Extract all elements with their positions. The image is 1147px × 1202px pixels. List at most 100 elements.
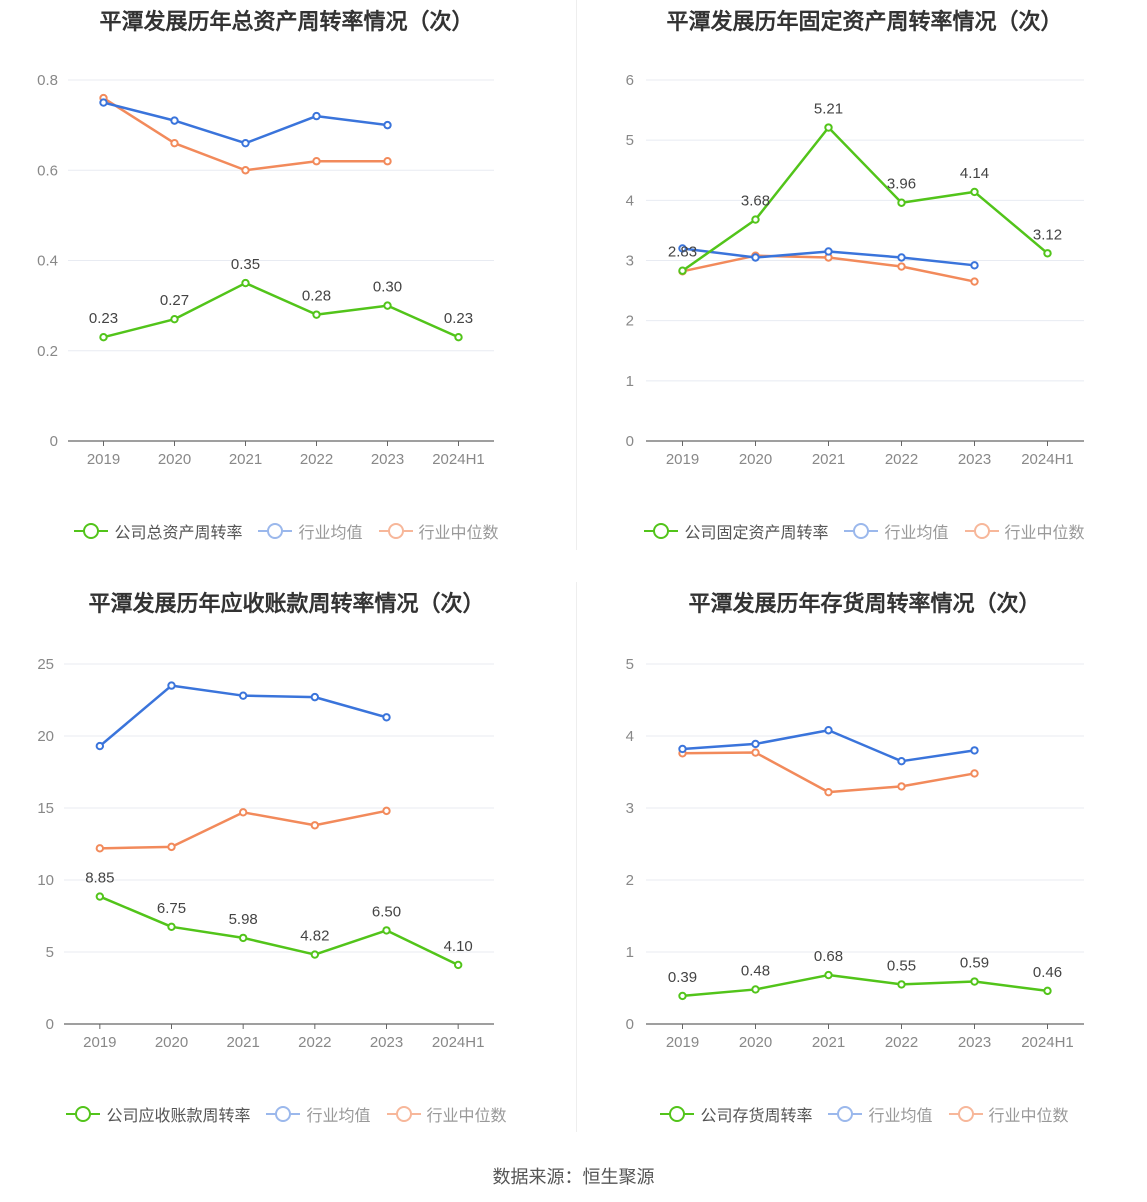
data-point-industry_median (241, 166, 250, 175)
data-label: 3.12 (1033, 226, 1062, 243)
legend-label: 行业中位数 (426, 1108, 507, 1125)
x-tick-label: 2022 (885, 451, 918, 468)
data-point-industry_median (95, 844, 105, 853)
data-label: 3.96 (887, 176, 916, 193)
x-tick-label: 2021 (812, 451, 845, 468)
legend-item-industry-median[interactable]: 行业中位数 (964, 519, 1085, 543)
data-point-industry_avg (383, 120, 392, 130)
legend-item-industry-median[interactable]: 行业中位数 (948, 1102, 1069, 1126)
data-point-company (970, 187, 979, 197)
data-label: 0.23 (444, 310, 473, 327)
data-point-company (970, 977, 979, 986)
y-tick-label: 0.4 (37, 253, 58, 270)
x-tick-label: 2020 (158, 451, 191, 468)
chart-plot: 0 1 2 3 4 5 6 2019 2020 2021 2022 2023 2024H1 2.83 3.6… (626, 72, 1084, 468)
y-tick-label: 0 (626, 1016, 634, 1033)
circle-line-icon (378, 523, 413, 539)
data-point-company (678, 991, 687, 1001)
data-label: 0.46 (1033, 964, 1062, 981)
data-point-company (99, 333, 108, 342)
chart-legend[interactable]: 公司应收账款周转率 行业均值 行业中位数 (0, 1102, 573, 1126)
legend-item-industry-median[interactable]: 行业中位数 (378, 519, 499, 543)
legend-label: 行业均值 (298, 525, 363, 542)
legend-label: 行业中位数 (418, 525, 499, 542)
y-tick-label: 4 (626, 728, 634, 745)
circle-line-icon (66, 1106, 101, 1122)
data-point-industry_avg (167, 681, 176, 690)
data-point-industry_median (170, 138, 179, 148)
legend-item-industry-avg[interactable]: 行业均值 (258, 519, 363, 543)
x-tick-label: 2019 (87, 451, 120, 468)
data-point-industry_avg (241, 138, 250, 148)
x-tick-label: 2021 (226, 1034, 259, 1051)
data-point-company (1043, 986, 1052, 996)
data-point-industry_median (897, 782, 906, 791)
data-point-industry_median (897, 262, 906, 271)
data-point-industry_median (824, 787, 833, 797)
chart-legend[interactable]: 公司固定资产周转率 行业均值 行业中位数 (578, 519, 1147, 543)
data-point-industry_avg (382, 713, 391, 722)
data-label: 6.75 (157, 900, 186, 917)
legend-label: 行业中位数 (988, 1108, 1069, 1125)
y-tick-label: 2 (626, 872, 634, 889)
y-tick-label: 15 (37, 800, 54, 817)
y-tick-label: 0 (626, 433, 634, 450)
data-label: 0.23 (89, 310, 118, 327)
data-point-company (824, 970, 833, 980)
chart-plot: 0 0.2 0.4 0.6 0.8 2019 2020 2021 2022 2023 2024H1 0… (37, 72, 494, 468)
y-tick-label: 1 (626, 373, 634, 390)
data-point-industry_avg (99, 98, 108, 107)
legend-item-industry-avg[interactable]: 行业均值 (266, 1102, 371, 1126)
data-label: 0.30 (373, 279, 402, 296)
data-point-industry_avg (678, 744, 687, 754)
panel-divider-bottom (576, 582, 577, 1132)
chart-legend[interactable]: 公司存货周转率 行业均值 行业中位数 (578, 1102, 1147, 1126)
data-point-company (454, 333, 463, 342)
data-source-caption: 数据来源：恒生聚源 (492, 1167, 655, 1187)
data-point-industry_median (312, 157, 321, 166)
receivables-turnover-chart: 平潭发展历年应收账款周转率情况（次） 0 5 10 15 20 25 2019 2020 202… (0, 582, 573, 1162)
data-point-company (383, 301, 392, 310)
data-point-industry_avg (897, 757, 906, 766)
legend-item-industry-avg[interactable]: 行业均值 (844, 519, 949, 543)
circle-line-icon (828, 1106, 863, 1122)
legend-label: 行业中位数 (1004, 525, 1085, 542)
legend-item-industry-median[interactable]: 行业中位数 (386, 1102, 507, 1126)
total-asset-turnover-chart: 平潭发展历年总资产周转率情况（次） 0 0.2 0.4 0.6 0.8 2019 2020 2… (0, 0, 573, 580)
x-tick-label: 2022 (300, 451, 333, 468)
data-label: 0.68 (814, 948, 843, 965)
y-tick-label: 0.2 (37, 343, 58, 360)
series-line-company (99, 895, 459, 967)
y-tick-label: 3 (626, 800, 634, 817)
chart-legend[interactable]: 公司总资产周转率 行业均值 行业中位数 (0, 519, 573, 543)
data-point-industry_avg (751, 253, 760, 262)
circle-line-icon (964, 523, 999, 539)
series-line-company (682, 973, 1048, 998)
y-tick-label: 0 (46, 1016, 54, 1033)
data-label: 3.68 (741, 193, 770, 210)
chart-title: 平潭发展历年应收账款周转率情况（次） (88, 591, 485, 616)
circle-line-icon (266, 1106, 301, 1122)
y-tick-label: 1 (626, 944, 634, 961)
x-tick-label: 2021 (229, 451, 262, 468)
x-tick-label: 2019 (666, 1034, 699, 1051)
legend-item-industry-avg[interactable]: 行业均值 (828, 1102, 933, 1126)
series-line-industry_median (682, 751, 975, 794)
series-line-company (681, 126, 1049, 272)
legend-item-company[interactable]: 公司固定资产周转率 (644, 519, 828, 543)
legend-item-company[interactable]: 公司应收账款周转率 (66, 1102, 250, 1126)
x-tick-label: 2019 (666, 451, 699, 468)
x-tick-label: 2024H1 (432, 451, 485, 468)
y-tick-label: 0.6 (37, 162, 58, 179)
data-point-company (167, 922, 176, 931)
data-label: 5.21 (814, 101, 843, 118)
legend-item-company[interactable]: 公司总资产周转率 (74, 519, 242, 543)
data-point-company (751, 215, 760, 224)
x-tick-label: 2024H1 (1021, 1034, 1074, 1051)
x-tick-label: 2023 (958, 451, 991, 468)
data-point-company (312, 310, 321, 319)
legend-item-company[interactable]: 公司存货周转率 (660, 1102, 812, 1126)
data-label: 0.48 (741, 962, 770, 979)
x-tick-label: 2023 (370, 1034, 403, 1051)
data-point-industry_median (382, 806, 391, 816)
